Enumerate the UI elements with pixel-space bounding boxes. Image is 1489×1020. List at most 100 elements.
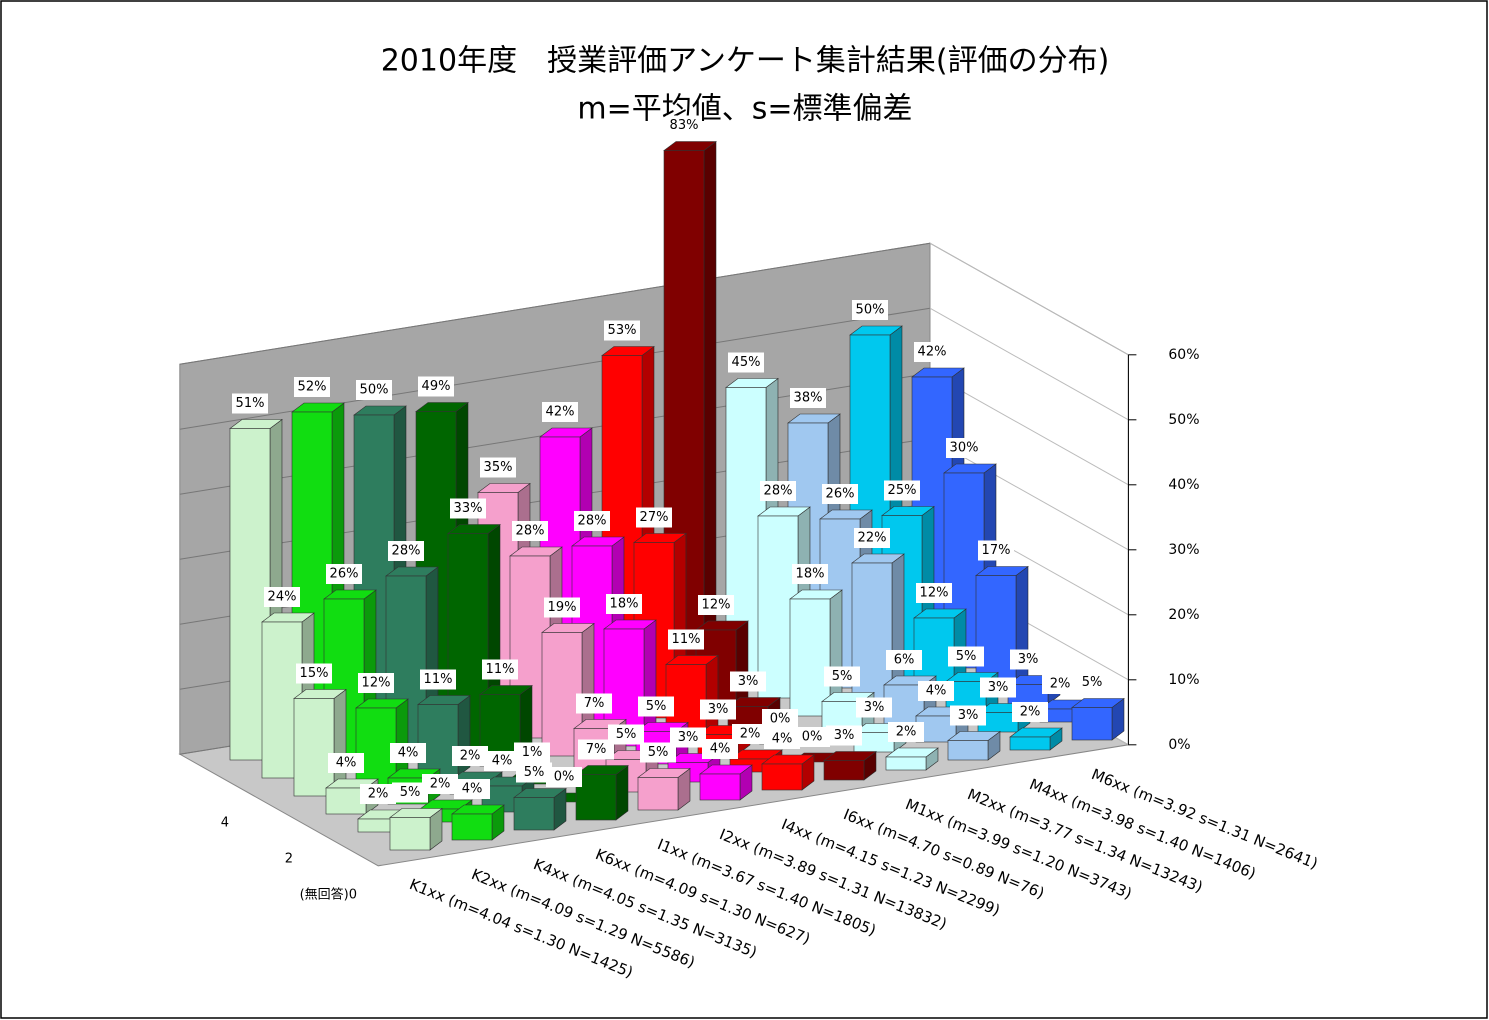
data-label: 5%	[956, 649, 977, 664]
bar-front	[1071, 707, 1113, 741]
chart-title: 2010年度 授業評価アンケート集計結果(評価の分布)	[381, 44, 1110, 79]
bar-side-shade	[430, 808, 442, 850]
bar-side-shade	[706, 655, 718, 736]
data-label: 12%	[362, 676, 391, 691]
data-label-box	[668, 629, 704, 650]
bar-side-shade	[740, 765, 752, 800]
data-label-box	[574, 511, 610, 531]
data-label-box	[946, 438, 982, 458]
data-label-box	[578, 739, 614, 760]
data-label: 26%	[330, 567, 359, 582]
data-label-box	[546, 767, 582, 787]
bar	[947, 730, 1001, 761]
data-label-box	[232, 393, 268, 414]
bar	[451, 804, 505, 841]
data-label: 4%	[336, 756, 357, 771]
data-label: 5%	[832, 669, 853, 684]
data-label: 83%	[670, 118, 699, 133]
bar-side-shade	[1050, 728, 1062, 750]
data-label: 3%	[708, 702, 729, 717]
data-label: 35%	[484, 460, 513, 475]
data-label: 26%	[826, 487, 855, 502]
data-label: 28%	[764, 484, 793, 499]
bar-front	[389, 817, 431, 851]
bar	[513, 787, 567, 831]
data-label-box	[356, 380, 392, 400]
y-tick-label: 20%	[1168, 607, 1199, 623]
bar-front	[761, 763, 803, 791]
data-label: 24%	[268, 590, 297, 605]
bar-side-shade	[1112, 698, 1124, 740]
data-label-box	[482, 659, 518, 680]
bar-front	[699, 773, 741, 801]
bar-side-shade	[864, 751, 876, 780]
bar-front	[293, 698, 335, 797]
bar	[761, 754, 815, 791]
data-label: 3%	[834, 728, 855, 743]
data-label-box	[916, 583, 952, 603]
data-label: 6%	[894, 653, 915, 668]
y-tick-label: 10%	[1168, 672, 1199, 688]
bar-side-shade	[492, 805, 504, 840]
data-label-box	[544, 597, 580, 618]
data-label: 45%	[732, 355, 761, 370]
data-label: 3%	[1018, 652, 1039, 667]
data-label-box	[702, 739, 738, 759]
bar-front	[417, 704, 459, 777]
depth-tick-label: 2	[285, 852, 293, 867]
data-label: 28%	[516, 524, 545, 539]
data-label-box	[452, 746, 488, 766]
bar-front	[789, 598, 831, 717]
data-label-box	[514, 742, 550, 763]
data-label: 4%	[462, 782, 483, 797]
data-label-box	[760, 481, 796, 501]
data-label-box	[978, 540, 1014, 561]
data-label-box	[326, 564, 362, 584]
data-label-box	[294, 377, 330, 397]
data-label: 42%	[918, 345, 947, 360]
data-label-box	[822, 484, 858, 504]
data-label-box	[884, 480, 920, 501]
data-label-box	[422, 774, 458, 794]
data-label-box	[826, 725, 862, 746]
data-label-box	[666, 115, 702, 136]
data-label: 5%	[646, 699, 667, 714]
grid-line	[929, 242, 1129, 356]
data-label: 2%	[1020, 705, 1041, 720]
data-label: 5%	[1082, 675, 1103, 690]
data-label-box	[980, 677, 1016, 698]
data-label: 2%	[368, 787, 389, 802]
y-tick-label: 50%	[1168, 412, 1199, 428]
data-label: 49%	[422, 379, 451, 394]
data-label-box	[918, 681, 954, 701]
bar-side-shade	[736, 621, 748, 708]
data-label-box	[640, 742, 676, 763]
data-label: 12%	[920, 586, 949, 601]
data-label-box	[390, 743, 426, 763]
data-label: 25%	[888, 483, 917, 498]
data-label-box	[728, 352, 764, 373]
bar-front	[1009, 736, 1051, 751]
data-label-box	[296, 663, 332, 684]
data-label: 3%	[738, 674, 759, 689]
bar-front	[823, 760, 865, 781]
data-label-box	[700, 699, 736, 720]
data-label-box	[638, 696, 674, 717]
data-label-box	[450, 498, 486, 519]
data-label-box	[608, 724, 644, 745]
data-label-box	[576, 693, 612, 714]
data-label-box	[454, 779, 490, 799]
data-label-box	[824, 666, 860, 687]
data-label: 51%	[236, 396, 265, 411]
data-label: 22%	[858, 531, 887, 546]
data-label-box	[762, 709, 798, 729]
data-label-box	[856, 697, 892, 718]
data-label: 19%	[548, 600, 577, 615]
data-label-box	[950, 705, 986, 726]
y-tick-label: 40%	[1168, 477, 1199, 493]
data-label: 53%	[608, 323, 637, 338]
data-label-box	[854, 528, 890, 548]
data-label: 30%	[950, 441, 979, 456]
chart-subtitle: m=平均値、s=標準偏差	[577, 92, 912, 127]
